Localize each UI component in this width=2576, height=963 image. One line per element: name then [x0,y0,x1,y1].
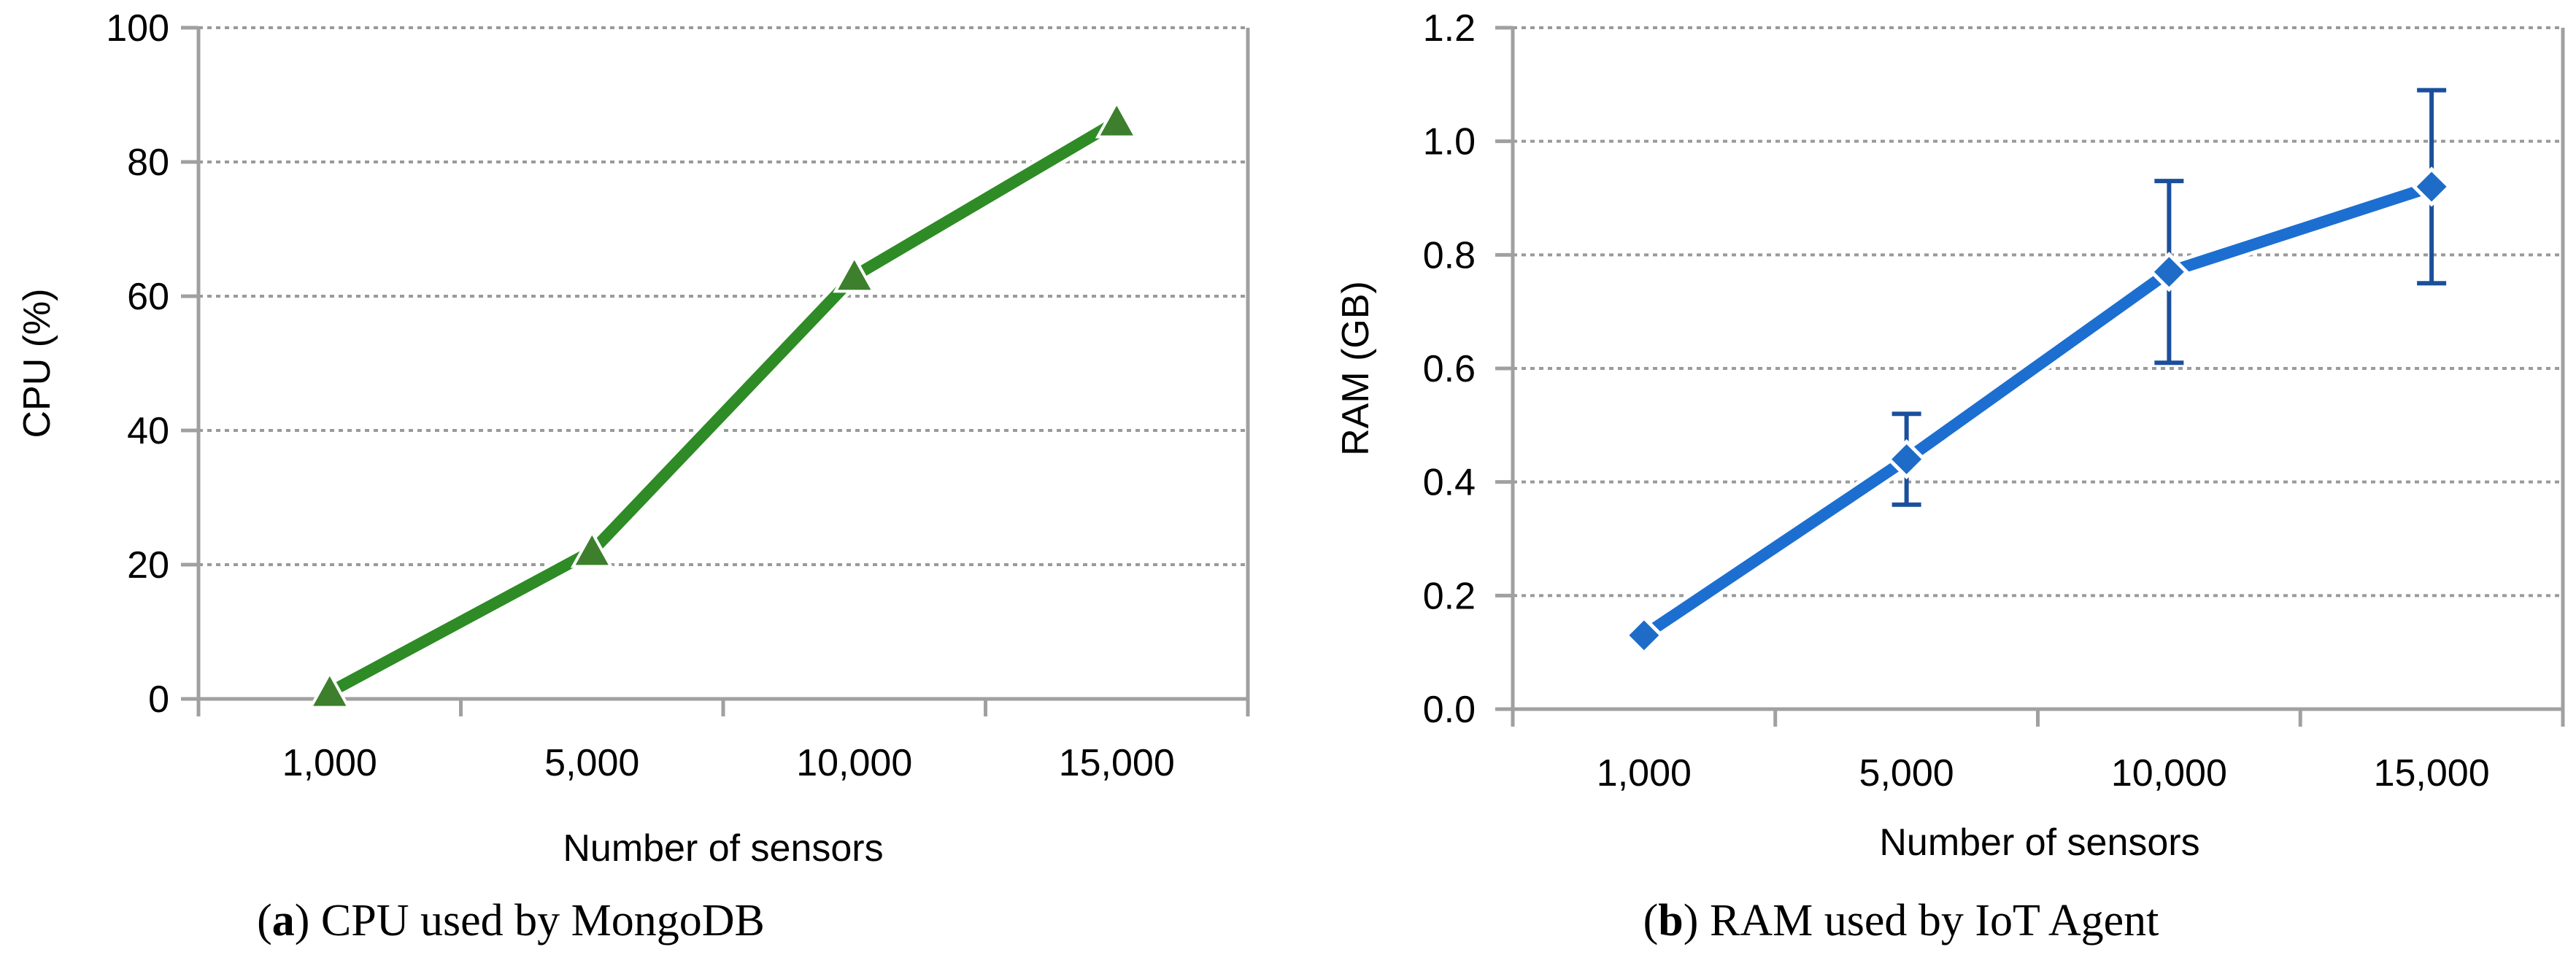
y-tick-label: 1.0 [1423,121,1476,163]
data-point-marker [570,529,614,568]
y-tick-label: 0.8 [1423,234,1476,276]
series-line [1640,181,2434,641]
x-tick-label: 1,000 [1597,752,1692,794]
data-point-marker [1886,438,1927,480]
caption-b: (b) RAM used by IoT Agent [1643,896,2159,945]
x-tick-label: 5,000 [1859,752,1954,794]
data-point-marker [308,670,352,709]
y-tick-label: 60 [127,276,169,318]
y-tick-label: 0.0 [1423,689,1476,731]
x-tick-label: 15,000 [2374,752,2490,794]
caption-a: (a) CPU used by MongoDB [257,896,765,945]
y-tick-label: 0.6 [1423,348,1476,390]
x-tick-label: 15,000 [1059,742,1175,784]
y-tick-label: 0.4 [1423,462,1476,504]
y-axis-title: CPU (%) [16,288,58,438]
x-axis-title: Number of sensors [563,827,883,870]
chart-cpu-mongodb: 0 20 40 60 80 100 1,000 5,000 10,000 15,000 Number… [16,7,1250,870]
y-tick-label: 0 [148,678,169,721]
data-point-marker [2411,166,2452,207]
x-tick-label: 1,000 [282,742,377,784]
y-tick-label: 1.2 [1423,7,1476,50]
y-axis-title: RAM (GB) [1335,281,1377,456]
y-tick-label: 40 [127,410,169,452]
data-point-marker [2148,252,2189,293]
data-point-marker [1095,99,1138,139]
y-tick-label: 80 [127,142,169,184]
series-line [326,116,1120,697]
data-point-marker [1624,615,1665,656]
chart-ram-iot-agent: 0.0 0.2 0.4 0.6 0.8 1.0 1.2 1,000 5,000 10,000 15,… [1335,7,2565,864]
y-tick-label: 20 [127,544,169,587]
x-tick-label: 10,000 [2111,752,2227,794]
x-tick-label: 10,000 [796,742,912,784]
x-tick-label: 5,000 [544,742,639,784]
x-axis-title: Number of sensors [1879,821,2199,864]
y-tick-label: 100 [106,7,169,50]
y-tick-label: 0.2 [1423,575,1476,617]
data-point-marker [833,254,876,293]
